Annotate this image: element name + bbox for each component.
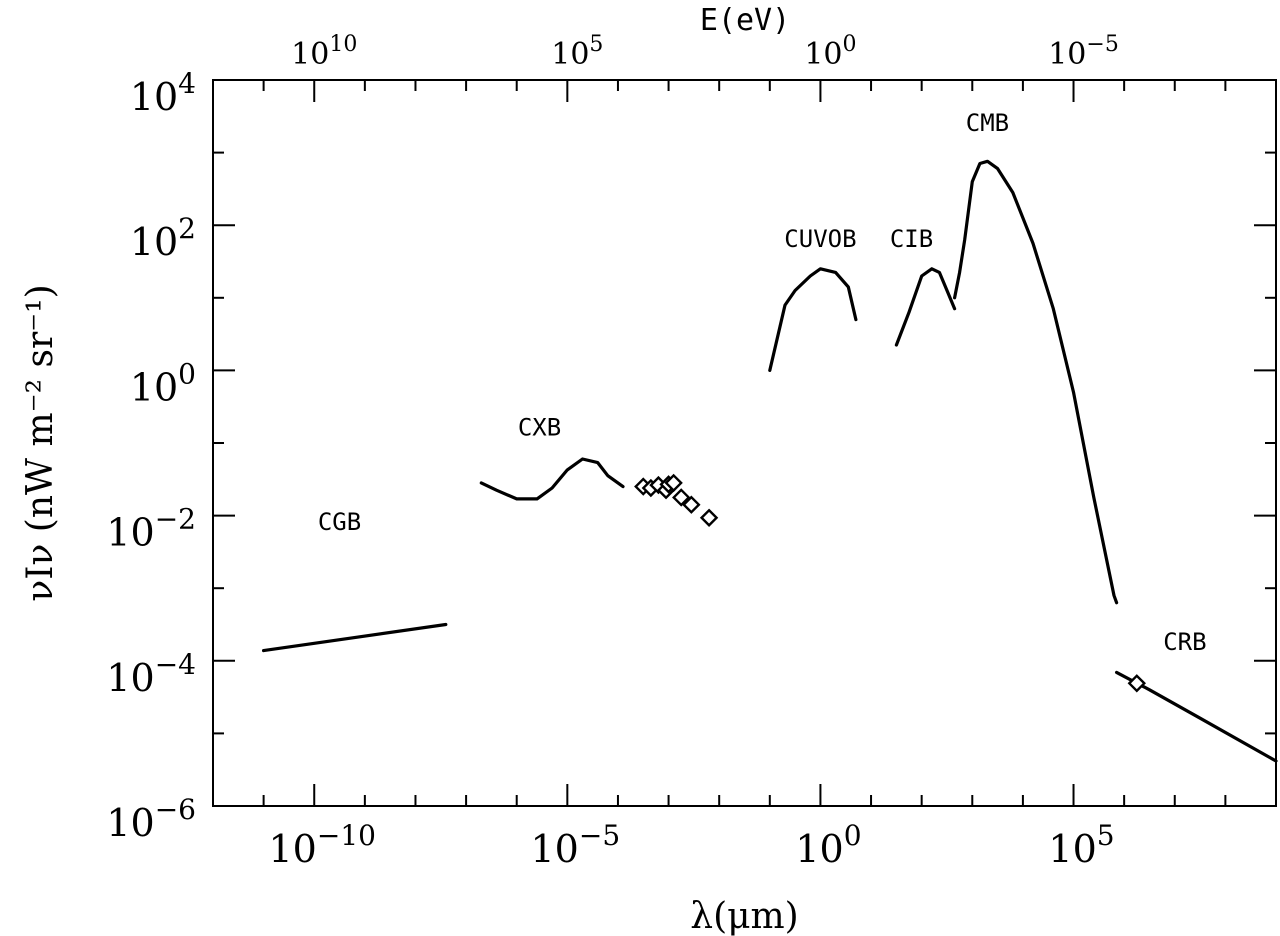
- x-tick-label: 100: [795, 819, 861, 871]
- series-line-cuvob: [768, 267, 858, 372]
- data-marker-cxb: [672, 488, 691, 507]
- label-crb: CRB: [1163, 628, 1206, 656]
- label-cxb: CXB: [518, 414, 561, 442]
- data-marker-cxb: [664, 473, 683, 493]
- top-x-tick-label: 1010: [291, 32, 357, 72]
- x-tick-label: 10−10: [269, 819, 376, 871]
- series-line-cxb: [479, 457, 625, 501]
- y-tick-label: 102: [130, 212, 196, 264]
- marker-layer: [634, 473, 1146, 693]
- tick-labels: 10−10 10−5 100 105 104 102 100 10−2 10−4 10−6 1010…: [106, 32, 1118, 871]
- label-cmb: CMB: [966, 109, 1009, 137]
- y-tick-label: 104: [130, 67, 196, 119]
- y-tick-label: 10−4: [106, 648, 196, 700]
- series-line-cib: [894, 267, 957, 347]
- label-cuvob: CUVOB: [784, 225, 856, 253]
- x-tick-label: 105: [1048, 819, 1114, 871]
- plot-frame: [212, 79, 1277, 807]
- data-marker-cxb: [682, 495, 701, 514]
- series-layer: [262, 159, 1278, 763]
- label-cgb: CGB: [318, 508, 361, 536]
- label-cib: CIB: [890, 225, 933, 253]
- y-tick-label: 100: [130, 357, 196, 409]
- y-axis-title: νIν (nW m⁻² sr⁻¹): [20, 284, 61, 601]
- y-tick-label: 10−2: [106, 503, 196, 555]
- x-tick-label: 10−5: [531, 819, 621, 871]
- top-axis-title: E(eV): [700, 3, 790, 38]
- data-marker-crb: [1127, 674, 1146, 693]
- annotation-layer: CGB CXB CUVOB CIB CMB CRB: [318, 109, 1207, 656]
- x-axis-title: λ(μm): [690, 896, 798, 936]
- data-marker-cxb: [699, 508, 719, 527]
- series-line-cgb: [262, 622, 448, 653]
- top-x-tick-label: 100: [804, 32, 856, 72]
- y-tick-label: 10−6: [106, 793, 196, 845]
- top-x-tick-label: 10−5: [1048, 32, 1119, 72]
- top-x-tick-label: 105: [551, 32, 603, 72]
- series-line-cmb: [952, 159, 1119, 605]
